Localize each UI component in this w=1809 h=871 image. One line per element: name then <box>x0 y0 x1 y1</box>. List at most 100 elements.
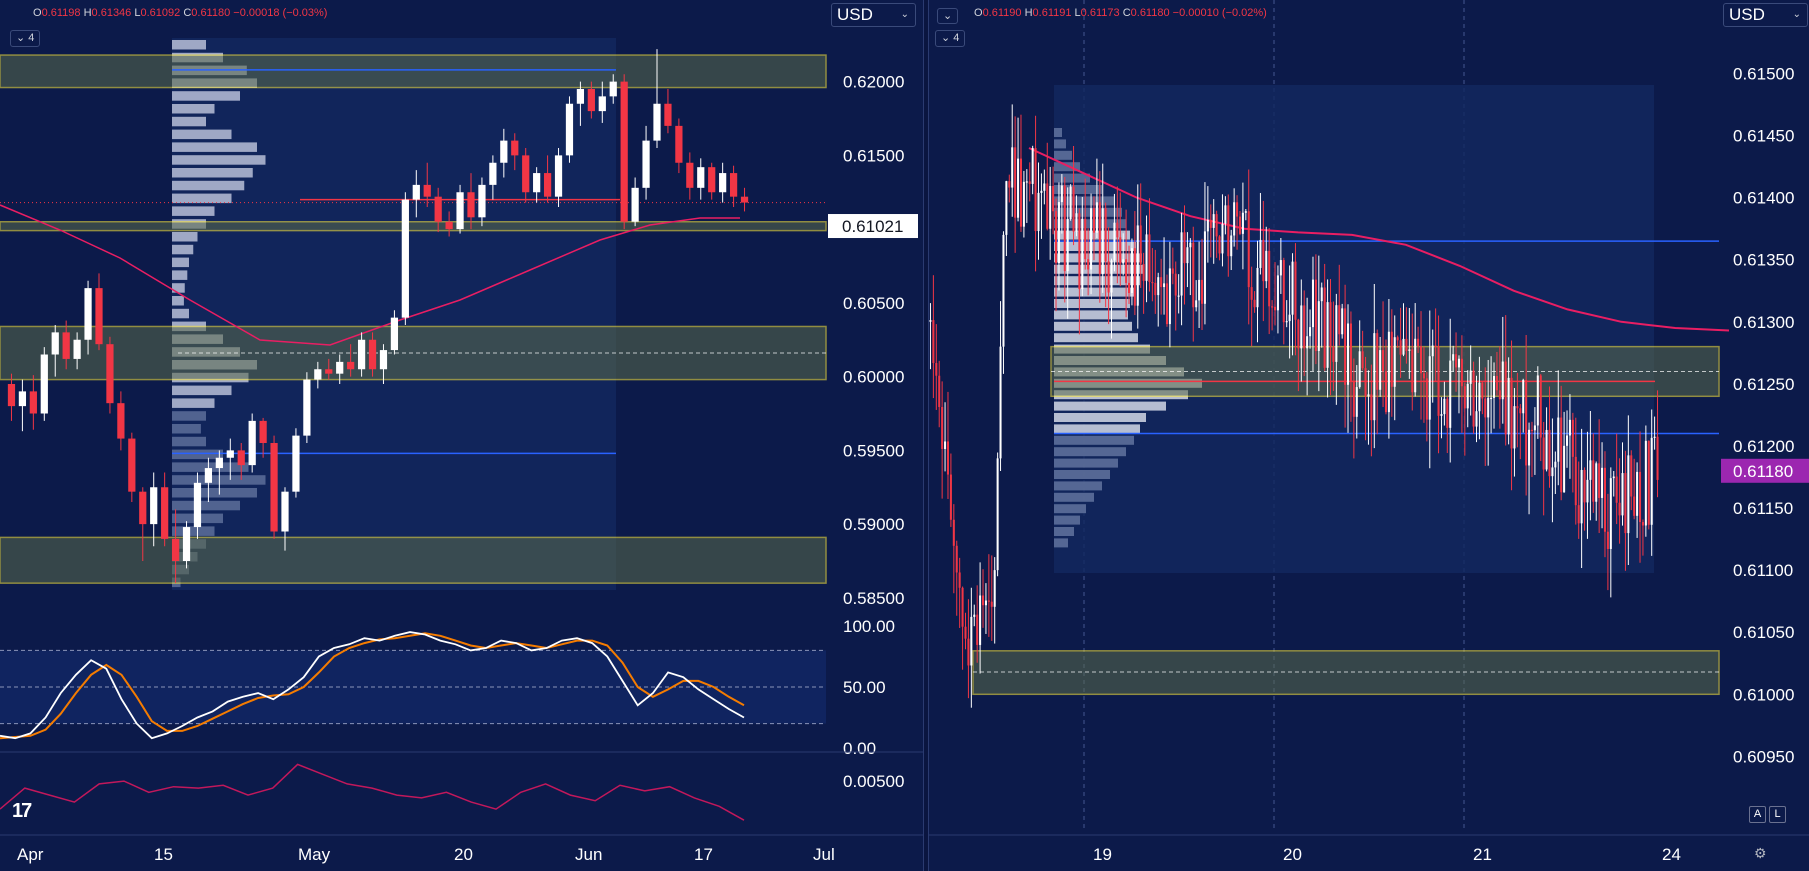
volume-profile-bar <box>1054 310 1128 320</box>
candle-body <box>117 403 125 439</box>
candle-body <box>964 626 967 639</box>
volume-profile-bar <box>172 500 240 511</box>
candle-body <box>1288 314 1291 322</box>
candle-body <box>1101 208 1104 275</box>
log-scale-button[interactable]: L <box>1769 806 1786 823</box>
candle-body <box>1297 319 1300 349</box>
candle-body <box>1577 505 1580 524</box>
candle-body <box>1630 455 1633 497</box>
candle-body <box>697 167 705 188</box>
candle-body <box>1560 417 1563 493</box>
candle-body <box>1259 239 1262 268</box>
candle-body <box>1595 463 1598 502</box>
candle-body <box>106 344 114 404</box>
candle-body <box>368 339 377 370</box>
candle-body <box>1215 214 1218 237</box>
volume-profile-bar <box>172 104 215 114</box>
moving-average-line <box>1028 147 1730 332</box>
volume-profile-bar <box>1054 538 1068 548</box>
candle-body <box>1186 247 1189 264</box>
candle-body <box>970 616 973 666</box>
price-axis-tick: 0.60000 <box>843 368 904 387</box>
candle-body <box>719 173 727 193</box>
candle-body <box>193 482 202 528</box>
candle-body <box>467 192 475 218</box>
pane-divider[interactable] <box>923 0 929 871</box>
candle-body <box>1533 425 1536 431</box>
price-label-text: 0.61021 <box>842 217 903 236</box>
settings-gear-icon[interactable]: ⚙ <box>1754 845 1767 861</box>
candle-body <box>1282 260 1285 323</box>
candle-body <box>1174 273 1177 296</box>
candle-body <box>325 369 333 374</box>
candle-body <box>1568 419 1571 436</box>
candle-body <box>1022 181 1025 227</box>
volume-profile-bar <box>1054 242 1136 251</box>
volume-profile-bar <box>1054 196 1114 206</box>
candle-body <box>993 570 996 607</box>
candle-body <box>1487 397 1490 418</box>
left-chart-canvas[interactable]: 0.62000 0.61500 0.60500 0.60000 0.59500 0.590… <box>0 0 923 871</box>
candle-body <box>1481 382 1484 399</box>
volume-profile-bar <box>1054 150 1072 160</box>
candle-body <box>1168 268 1171 325</box>
candle-body <box>1469 370 1472 384</box>
indicators-toggle-button[interactable]: ⌄ 4 <box>10 30 41 47</box>
left-chart-pane[interactable]: 0.62000 0.61500 0.60500 0.60000 0.59500 0.590… <box>0 0 923 871</box>
candle-body <box>1513 406 1516 449</box>
candle-body <box>1203 231 1206 304</box>
collapse-legend-button[interactable]: ⌄ <box>937 8 959 24</box>
candle-body <box>95 288 103 345</box>
volume-profile-bar <box>1054 413 1146 422</box>
candle-body <box>1104 208 1107 262</box>
candle-body <box>1119 237 1122 264</box>
candle-body <box>946 441 950 475</box>
candle-body <box>336 361 344 374</box>
auto-scale-button[interactable]: A <box>1749 806 1766 823</box>
candle-body <box>522 155 530 193</box>
support-resistance-zone <box>0 54 827 89</box>
candle-body <box>1090 208 1093 270</box>
candle-body <box>1428 356 1431 420</box>
candle-body <box>1379 350 1382 390</box>
candle-body <box>1098 202 1101 275</box>
candle-body <box>533 173 541 193</box>
chevron-down-icon: ⌄ <box>941 32 951 44</box>
close-value: 0.61180 <box>191 7 231 19</box>
currency-selector[interactable]: USD ⌄ <box>831 3 916 27</box>
candle-body <box>1647 440 1650 525</box>
tradingview-logo[interactable]: 17 <box>12 800 32 822</box>
candle-body <box>708 167 716 193</box>
right-chart-pane[interactable]: 0.61500 0.61450 0.61400 0.61350 0.61300 0.612… <box>929 0 1809 871</box>
candle-body <box>1501 361 1504 400</box>
low-label: L <box>134 7 141 19</box>
right-ohlc-legend: O0.61190 H0.61191 L0.61173 C0.61180 −0.0… <box>974 7 1267 19</box>
candle-body <box>1484 398 1487 418</box>
chevron-down-icon: ⌄ <box>1792 9 1801 20</box>
candle-body <box>1218 236 1221 254</box>
candle-body <box>1247 211 1250 288</box>
candle-body <box>1650 437 1653 525</box>
indicators-toggle-button[interactable]: ⌄ 4 <box>935 30 966 47</box>
right-chart-canvas[interactable]: 0.61500 0.61450 0.61400 0.61350 0.61300 0.612… <box>929 0 1809 871</box>
volume-profile-bar <box>1054 504 1086 514</box>
candle-body <box>1142 264 1145 281</box>
candle-body <box>686 162 694 188</box>
currency-selector[interactable]: USD ⌄ <box>1723 3 1808 27</box>
volume-profile-bar <box>172 193 232 204</box>
candle-body <box>740 196 749 203</box>
price-axis-tick: 0.58500 <box>843 589 904 608</box>
candle-body <box>1113 222 1116 261</box>
volume-profile-bar <box>172 308 189 319</box>
candle-body <box>1443 398 1446 415</box>
candle-body <box>1338 305 1341 335</box>
candle-body <box>1157 277 1160 296</box>
candle-body <box>973 614 976 617</box>
price-axis-tick: 0.61000 <box>1733 685 1794 704</box>
candle-body <box>1504 361 1507 435</box>
chevron-down-icon: ⌄ <box>16 32 26 44</box>
candle-body <box>1455 354 1458 368</box>
candle-body <box>1189 242 1192 248</box>
candle-body <box>270 443 278 532</box>
stochastic-axis-tick: 100.00 <box>843 617 895 636</box>
